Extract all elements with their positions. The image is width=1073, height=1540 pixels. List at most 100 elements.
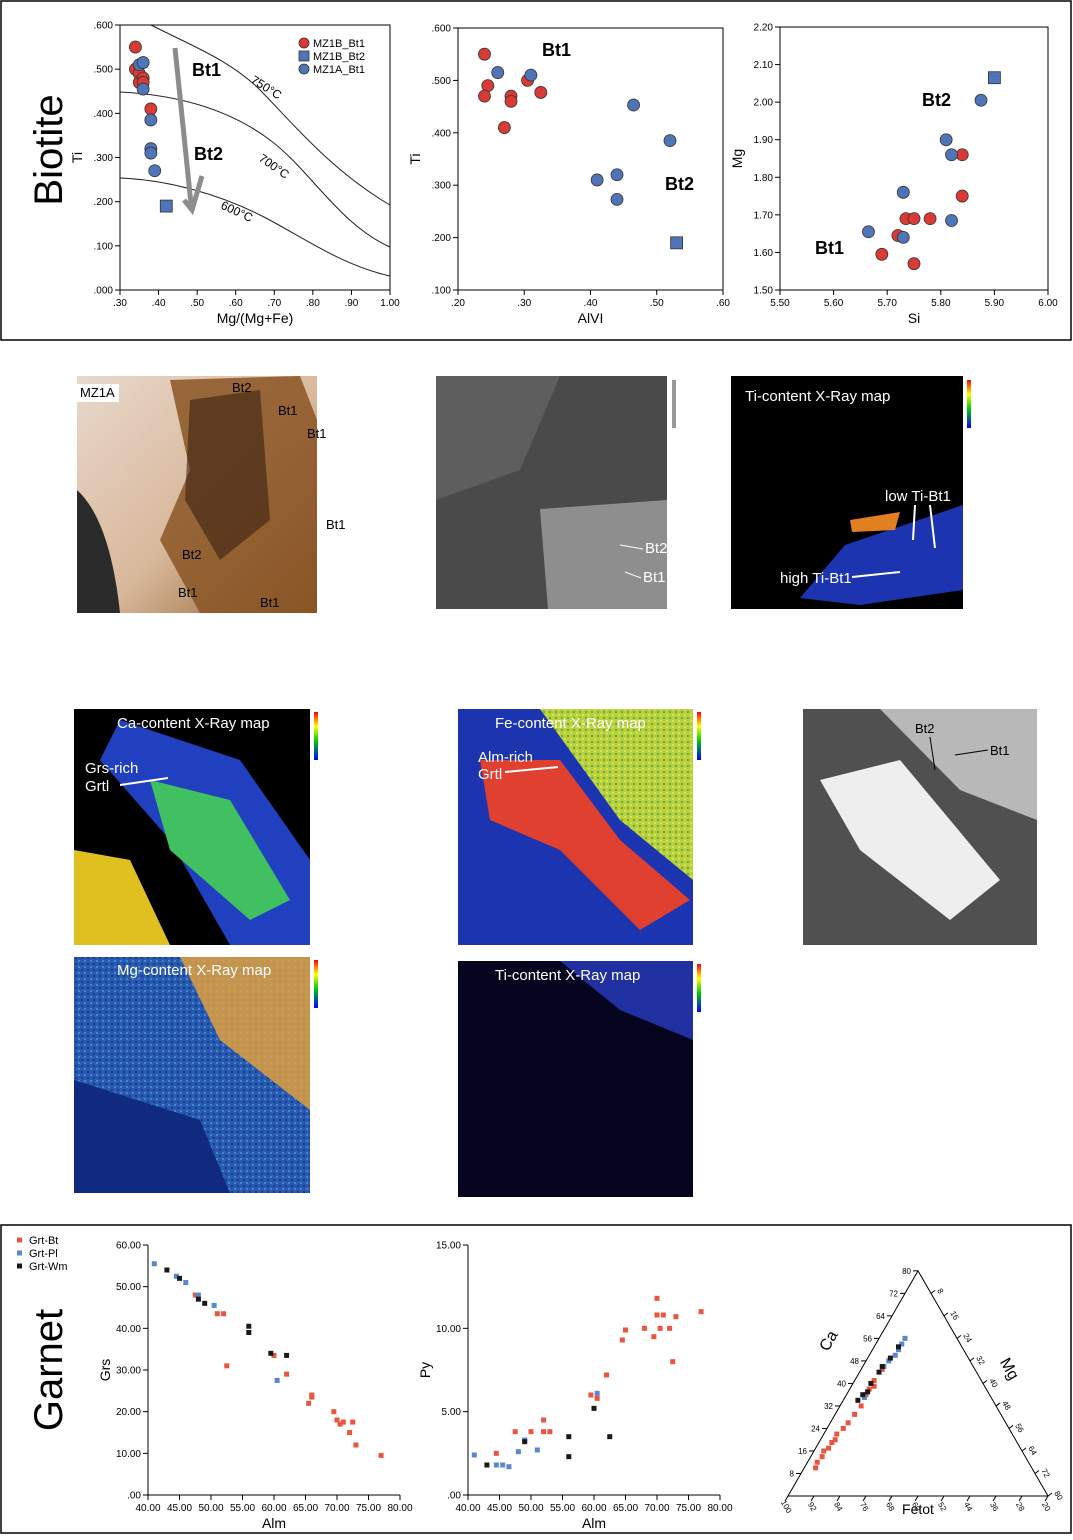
y-axis-label: Ti — [69, 152, 85, 163]
a-tick-label: 40 — [837, 1379, 846, 1388]
panel-label: Biotite — [27, 94, 71, 205]
b-tick-label: 80 — [1052, 1490, 1065, 1503]
x-tick-label: 40.00 — [455, 1503, 480, 1514]
point — [331, 1409, 336, 1414]
point — [535, 1448, 540, 1453]
point — [846, 1420, 851, 1425]
x-tick-label: .20 — [451, 298, 465, 309]
point — [956, 149, 968, 161]
point — [341, 1420, 346, 1425]
x-tick-label: 6.00 — [1038, 298, 1058, 309]
y-tick-label: 2.10 — [754, 60, 774, 71]
point — [152, 1261, 157, 1266]
b-tick-label: 40 — [987, 1377, 1000, 1390]
y-tick-label: .000 — [94, 286, 114, 297]
point — [815, 1460, 820, 1465]
image-label: Bt1 — [260, 595, 280, 610]
point — [940, 134, 952, 146]
b-tick — [1035, 1470, 1039, 1473]
point — [309, 1393, 314, 1398]
point — [591, 174, 603, 186]
b-tick — [970, 1358, 974, 1361]
point — [246, 1324, 251, 1329]
point — [897, 186, 909, 198]
point — [623, 1328, 628, 1333]
y-tick-label: .200 — [432, 233, 452, 244]
point — [177, 1276, 182, 1281]
image-label: Bt1 — [990, 743, 1010, 758]
point — [196, 1297, 201, 1302]
legend-label: MZ1B_Bt1 — [313, 38, 365, 50]
y-tick-label: .200 — [94, 197, 114, 208]
point — [347, 1430, 352, 1435]
b-tick-label: 56 — [1013, 1422, 1026, 1435]
y-tick-label: .600 — [94, 21, 114, 32]
point — [671, 237, 683, 249]
point — [566, 1454, 571, 1459]
point — [876, 248, 888, 260]
point — [224, 1363, 229, 1368]
x-tick-label: 80.00 — [387, 1503, 412, 1514]
b-tick — [1048, 1493, 1052, 1496]
point — [129, 41, 141, 53]
point — [541, 1418, 546, 1423]
point — [988, 72, 1000, 84]
point — [595, 1391, 600, 1396]
x-axis-label: Si — [908, 310, 920, 326]
point — [820, 1454, 825, 1459]
b-tick — [1009, 1425, 1013, 1428]
y-tick-label: 20.00 — [116, 1407, 141, 1418]
point — [202, 1301, 207, 1306]
y-tick-label: .500 — [432, 76, 452, 87]
point — [494, 1463, 499, 1468]
y-tick-label: 1.90 — [754, 135, 774, 146]
point — [529, 1429, 534, 1434]
x-tick-label: .80 — [306, 298, 320, 309]
legend-label: MZ1A_Bt1 — [313, 64, 365, 76]
y-tick-label: 40.00 — [116, 1324, 141, 1335]
b-tick-label: 72 — [1039, 1467, 1052, 1480]
c-tick-label: 76 — [858, 1501, 871, 1514]
x-tick-label: 5.60 — [824, 298, 844, 309]
figure: Biotite MZ1A Bt2 Bt1 Bt1 Bt1 Bt2 Bt1 Bt1… — [0, 0, 1073, 1535]
legend-label: Grt-Wm — [29, 1261, 67, 1273]
image-label: Bt1 — [278, 403, 298, 418]
annotation: 600°C — [219, 198, 256, 225]
y-axis-label: Grs — [97, 1359, 113, 1382]
point — [494, 1451, 499, 1456]
point — [865, 1389, 870, 1394]
a-tick-label: 32 — [824, 1402, 833, 1411]
point — [877, 1370, 882, 1375]
point — [667, 1326, 672, 1331]
x-ray-map — [458, 961, 701, 1197]
point — [284, 1372, 289, 1377]
x-tick-label: 1.00 — [380, 298, 400, 309]
x-tick-label: 45.00 — [487, 1503, 512, 1514]
y-tick-label: 10.00 — [436, 1324, 461, 1335]
point — [821, 1448, 826, 1453]
point — [484, 1463, 489, 1468]
point — [699, 1309, 704, 1314]
point — [670, 1359, 675, 1364]
point — [611, 193, 623, 205]
annotation: 700°C — [256, 151, 292, 182]
point — [547, 1429, 552, 1434]
point — [541, 1429, 546, 1434]
point — [813, 1465, 818, 1470]
point — [655, 1296, 660, 1301]
b-tick — [1022, 1448, 1026, 1451]
point — [183, 1280, 188, 1285]
image-title: Ti-content X-Ray map — [745, 388, 890, 405]
point — [479, 48, 491, 60]
point — [498, 122, 510, 134]
point — [903, 1336, 908, 1341]
y-tick-label: 2.00 — [754, 98, 774, 109]
annotation: 750°C — [248, 73, 284, 103]
point — [246, 1330, 251, 1335]
x-tick-label: 55.00 — [550, 1503, 575, 1514]
point — [275, 1378, 280, 1383]
ternary-frame — [788, 1271, 1048, 1496]
a-tick-label: 24 — [811, 1424, 820, 1433]
annotation: Bt2 — [194, 144, 223, 164]
y-tick-label: 1.60 — [754, 248, 774, 259]
